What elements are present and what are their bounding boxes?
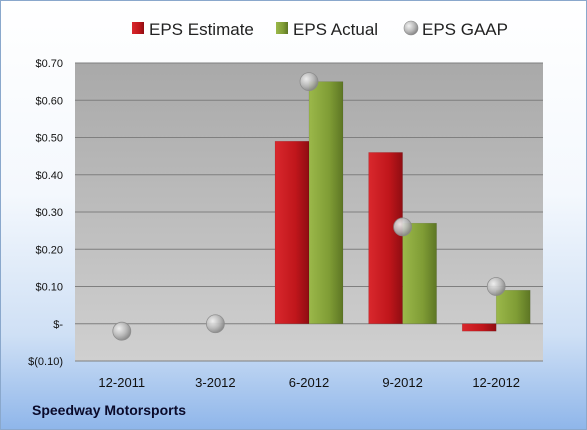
x-category-label: 12-2012 — [472, 375, 520, 390]
x-category-label: 12-2011 — [98, 375, 145, 390]
bar-eps-actual — [495, 289, 531, 325]
bar-eps-estimate — [461, 323, 497, 332]
legend-swatch-eps-gaap — [403, 20, 419, 36]
legend-swatch-eps-estimate — [132, 22, 144, 34]
company-name: Speedway Motorsports — [32, 402, 187, 418]
x-category-label: 9-2012 — [382, 375, 422, 390]
bar-eps-actual — [402, 222, 437, 324]
marker-eps-gaap — [393, 217, 413, 237]
x-category-label: 3-2012 — [195, 375, 235, 390]
bar-eps-estimate — [368, 152, 403, 324]
y-tick-label: $0.30 — [35, 207, 63, 219]
marker-eps-gaap — [205, 314, 225, 334]
y-tick-label: $- — [53, 319, 63, 331]
y-tick-label: $0.70 — [35, 58, 63, 70]
y-tick-label: $0.10 — [35, 282, 63, 294]
marker-eps-gaap — [112, 321, 132, 341]
legend-label-eps-gaap: EPS GAAP — [422, 20, 508, 39]
y-tick-label: $0.60 — [35, 95, 63, 107]
legend-label-eps-actual: EPS Actual — [293, 20, 378, 39]
y-tick-label: $0.50 — [35, 133, 63, 145]
legend-label-eps-estimate: EPS Estimate — [149, 20, 254, 39]
legend-swatch-eps-actual — [276, 22, 288, 34]
y-tick-label: $(0.10) — [28, 356, 63, 368]
marker-eps-gaap — [299, 72, 319, 92]
bar-eps-actual — [308, 81, 344, 324]
y-tick-label: $0.40 — [35, 170, 63, 182]
marker-eps-gaap — [486, 277, 506, 296]
x-category-label: 6-2012 — [289, 375, 329, 390]
bar-eps-estimate — [274, 140, 310, 324]
y-tick-label: $0.20 — [35, 244, 63, 256]
